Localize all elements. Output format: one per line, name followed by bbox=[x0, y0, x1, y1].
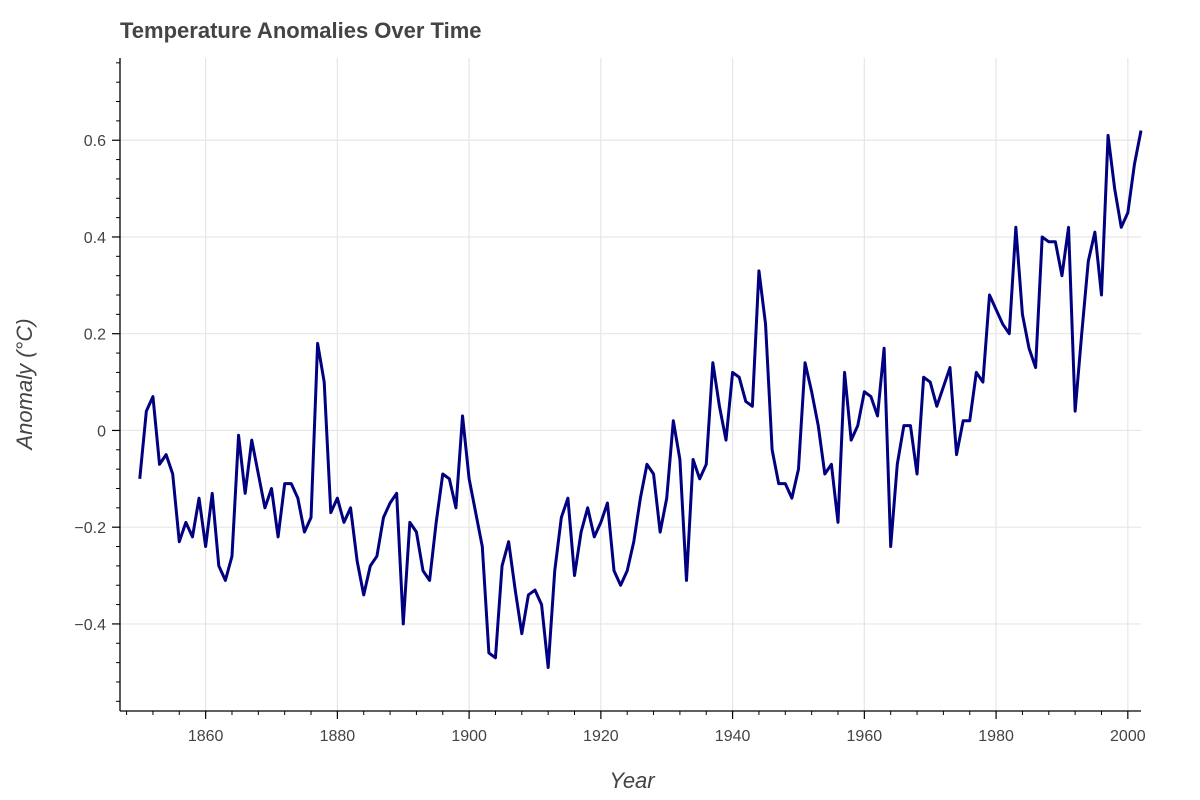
x-tick-label: 1900 bbox=[451, 728, 487, 745]
y-tick-label: 0.6 bbox=[84, 133, 106, 150]
y-tick-label: 0.4 bbox=[84, 230, 106, 247]
x-tick-label: 1880 bbox=[320, 728, 356, 745]
x-axis-label: Year bbox=[609, 768, 656, 793]
x-axis-ticks: 1860 1880 1900 1920 1940 1960 1980 2000 bbox=[126, 711, 1146, 745]
x-tick-label: 1980 bbox=[978, 728, 1014, 745]
x-tick-label: 2000 bbox=[1110, 728, 1146, 745]
chart-title: Temperature Anomalies Over Time bbox=[120, 18, 482, 43]
axes bbox=[119, 58, 1141, 712]
y-tick-label: 0.2 bbox=[84, 327, 106, 344]
x-tick-label: 1860 bbox=[188, 728, 224, 745]
y-axis-ticks: −0.4 −0.2 0 0.2 0.4 0.6 bbox=[74, 62, 120, 702]
y-axis-label: Anomaly (°C) bbox=[12, 318, 37, 451]
x-tick-label: 1960 bbox=[847, 728, 883, 745]
x-tick-label: 1920 bbox=[583, 728, 619, 745]
y-tick-label: −0.2 bbox=[74, 520, 106, 537]
series-line bbox=[138, 130, 1143, 669]
y-tick-label: 0 bbox=[97, 423, 106, 440]
y-tick-label: −0.4 bbox=[74, 617, 106, 634]
grid-lines bbox=[120, 58, 1141, 711]
x-tick-label: 1940 bbox=[715, 728, 751, 745]
